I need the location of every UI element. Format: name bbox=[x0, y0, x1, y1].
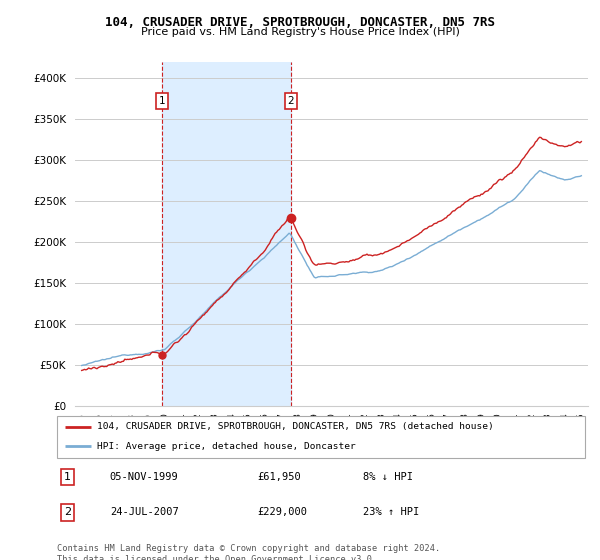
Text: £61,950: £61,950 bbox=[257, 472, 301, 482]
Text: 2: 2 bbox=[287, 96, 294, 106]
Text: HPI: Average price, detached house, Doncaster: HPI: Average price, detached house, Donc… bbox=[97, 442, 355, 451]
Text: £229,000: £229,000 bbox=[257, 507, 308, 517]
Text: 104, CRUSADER DRIVE, SPROTBROUGH, DONCASTER, DN5 7RS (detached house): 104, CRUSADER DRIVE, SPROTBROUGH, DONCAS… bbox=[97, 422, 493, 431]
Text: Contains HM Land Registry data © Crown copyright and database right 2024.
This d: Contains HM Land Registry data © Crown c… bbox=[57, 544, 440, 560]
Text: 05-NOV-1999: 05-NOV-1999 bbox=[110, 472, 179, 482]
Text: 1: 1 bbox=[159, 96, 166, 106]
Text: 104, CRUSADER DRIVE, SPROTBROUGH, DONCASTER, DN5 7RS: 104, CRUSADER DRIVE, SPROTBROUGH, DONCAS… bbox=[105, 16, 495, 29]
Text: Price paid vs. HM Land Registry's House Price Index (HPI): Price paid vs. HM Land Registry's House … bbox=[140, 27, 460, 37]
Text: 23% ↑ HPI: 23% ↑ HPI bbox=[363, 507, 419, 517]
Text: 24-JUL-2007: 24-JUL-2007 bbox=[110, 507, 179, 517]
Text: 1: 1 bbox=[64, 472, 71, 482]
FancyBboxPatch shape bbox=[57, 416, 585, 458]
Bar bbox=[162, 62, 290, 406]
Text: 8% ↓ HPI: 8% ↓ HPI bbox=[363, 472, 413, 482]
Text: 2: 2 bbox=[64, 507, 71, 517]
